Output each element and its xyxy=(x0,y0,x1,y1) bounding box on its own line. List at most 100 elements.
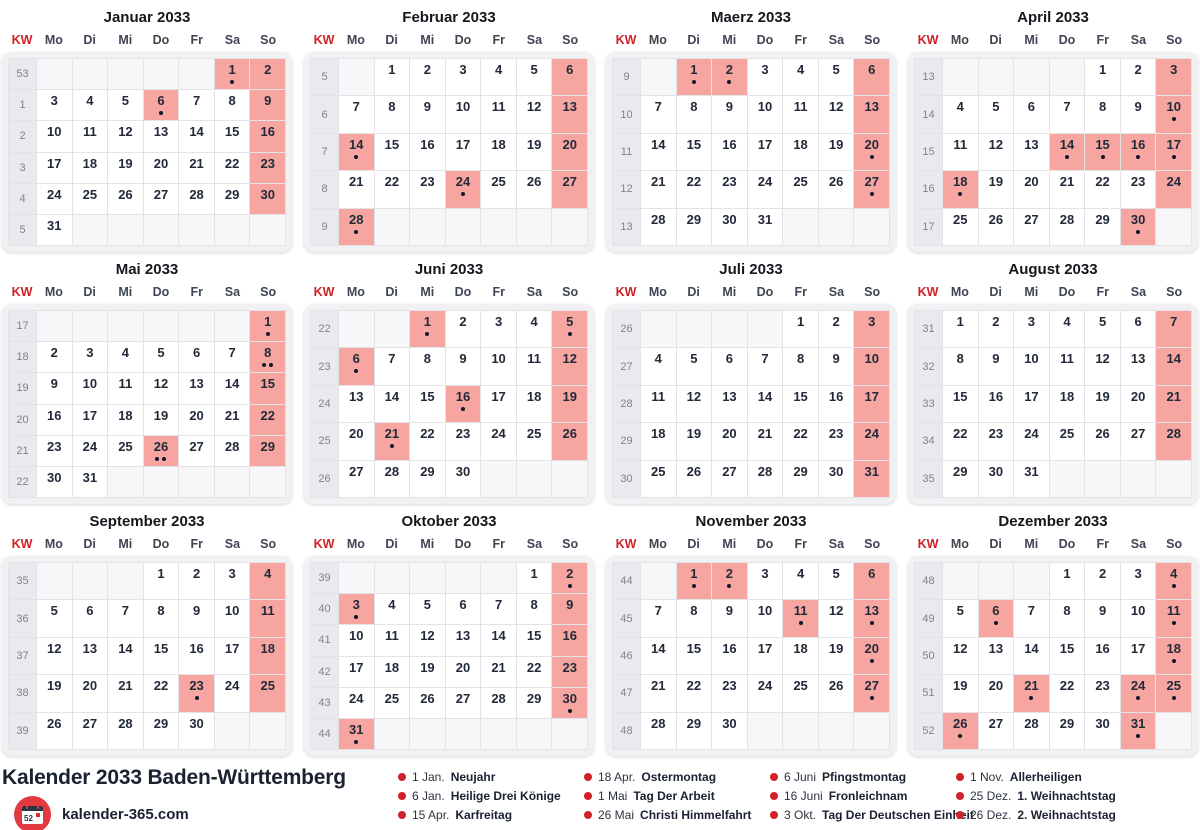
legend-dot-icon xyxy=(584,792,592,800)
day-cell: 17 xyxy=(1120,637,1157,676)
day-number: 12 xyxy=(562,351,577,367)
day-cell: 21 xyxy=(214,404,251,436)
empty-cell xyxy=(445,718,482,751)
week-row: 39 26 27 28 29 30 xyxy=(9,712,286,751)
day-cell: 14 xyxy=(1014,637,1050,676)
day-number: 21 xyxy=(349,174,364,190)
day-cell: 9 xyxy=(1120,96,1157,134)
weekday-header: Sa xyxy=(224,537,241,551)
day-number: 7 xyxy=(352,99,360,115)
day-cell: 20 xyxy=(143,152,180,184)
holiday-dot xyxy=(1064,154,1069,159)
day-cell: 10 xyxy=(747,96,784,134)
legend-date: 15 Apr. xyxy=(412,808,450,822)
day-number: 8 xyxy=(530,597,538,613)
day-number: 24 xyxy=(349,690,364,706)
day-cell: 17 xyxy=(445,133,482,172)
day-number: 13 xyxy=(1024,136,1039,152)
day-number: 19 xyxy=(153,407,169,423)
dot-icon xyxy=(162,456,167,461)
day-number: 1 xyxy=(1063,566,1071,581)
weekday-header: Di xyxy=(385,537,398,551)
day-cell: 20 xyxy=(179,404,215,436)
day-cell: 22 xyxy=(410,423,446,461)
week-number: 37 xyxy=(9,637,37,676)
month-title: Maerz 2033 xyxy=(710,9,792,26)
day-number: 4 xyxy=(654,351,662,367)
day-cell: 5 xyxy=(1085,311,1121,349)
day-cell: 6 xyxy=(552,59,588,97)
day-cell: 4 xyxy=(1049,311,1086,349)
dot-icon xyxy=(1136,154,1141,159)
weekday-header: Fr xyxy=(794,537,807,551)
month-mai-2033: Mai 2033 KW Mo Di Mi Do Fr Sa So 17 1 18 2 3 4 5 6 7 8 19 9 1… xyxy=(2,254,292,504)
day-number: 27 xyxy=(82,715,98,731)
day-cell: 17 xyxy=(37,152,73,184)
legend-dot-icon xyxy=(584,773,592,781)
day-number: 22 xyxy=(153,678,169,694)
day-cell: 25 xyxy=(1156,675,1192,713)
day-cell: 16 xyxy=(712,133,748,172)
weekday-header: Sa xyxy=(1130,285,1147,299)
empty-cell xyxy=(179,311,215,343)
day-cell: 15 xyxy=(214,121,251,153)
day-number: 5 xyxy=(1098,314,1107,329)
day-cell: 22 xyxy=(250,404,286,436)
weekday-header: Do xyxy=(454,285,472,299)
day-number: 30 xyxy=(722,211,737,227)
day-cell: 17 xyxy=(747,133,784,172)
week-number: 23 xyxy=(311,348,339,386)
weekday-header: Do xyxy=(756,33,774,47)
day-cell: 3 xyxy=(37,90,73,122)
day-cell: 7 xyxy=(339,96,375,134)
day-number: 7 xyxy=(654,99,662,115)
week-number: 49 xyxy=(915,600,943,638)
day-number: 27 xyxy=(988,715,1004,731)
day-cell: 30 xyxy=(1085,712,1121,751)
empty-cell xyxy=(516,208,553,247)
day-number: 11 xyxy=(118,376,133,392)
weekday-header-row: KW Mo Di Mi Do Fr Sa So xyxy=(2,280,292,304)
day-number: 8 xyxy=(1098,99,1107,115)
week-row: 15 11 12 13 14 15 16 17 xyxy=(915,133,1192,172)
day-number: 24 xyxy=(1130,678,1146,694)
empty-cell xyxy=(143,466,180,499)
week-number: 13 xyxy=(613,208,641,247)
day-number: 24 xyxy=(491,426,506,442)
week-row: 43 24 25 26 27 28 29 30 xyxy=(311,687,588,719)
kw-header: KW xyxy=(313,33,335,47)
week-number: 48 xyxy=(915,563,943,601)
legend-item: 1 Mai Tag Der Arbeit xyxy=(584,787,770,805)
week-row: 34 22 23 24 25 26 27 28 xyxy=(915,423,1192,461)
day-cell: 13 xyxy=(712,385,748,424)
empty-cell xyxy=(1014,59,1050,97)
day-number: 24 xyxy=(455,174,471,190)
day-cell: 1 xyxy=(250,311,286,343)
day-number: 22 xyxy=(686,174,702,190)
day-number: 11 xyxy=(82,124,97,140)
day-number: 25 xyxy=(260,678,275,694)
day-number: 21 xyxy=(757,426,773,442)
day-number: 14 xyxy=(189,124,204,140)
legend-dot-icon xyxy=(398,792,406,800)
day-number: 11 xyxy=(1060,351,1074,367)
site-link[interactable]: kalender-365.com xyxy=(62,806,189,823)
day-number: 5 xyxy=(423,597,432,613)
weekday-header: Mi xyxy=(1024,537,1039,551)
week-row: 8 21 22 23 24 25 26 27 xyxy=(311,171,588,209)
day-number: 5 xyxy=(157,345,165,361)
day-number: 11 xyxy=(793,99,808,115)
legend-name: Neujahr xyxy=(450,770,496,784)
day-number: 14 xyxy=(491,628,506,644)
holiday-dot xyxy=(958,733,963,738)
holiday-dot xyxy=(1136,229,1141,234)
weekday-header: So xyxy=(864,285,881,299)
day-number: 1 xyxy=(228,62,236,77)
day-number: 16 xyxy=(722,640,737,656)
month-title: November 2033 xyxy=(695,513,807,530)
weeks-grid: 13 1 2 3 14 4 5 6 7 8 9 10 15 11 12 13 14 15 16 17 16 18 19 20 2… xyxy=(914,58,1192,247)
day-cell: 7 xyxy=(108,600,144,638)
week-row: 26 27 28 29 30 xyxy=(311,460,588,499)
day-cell: 10 xyxy=(481,348,517,386)
